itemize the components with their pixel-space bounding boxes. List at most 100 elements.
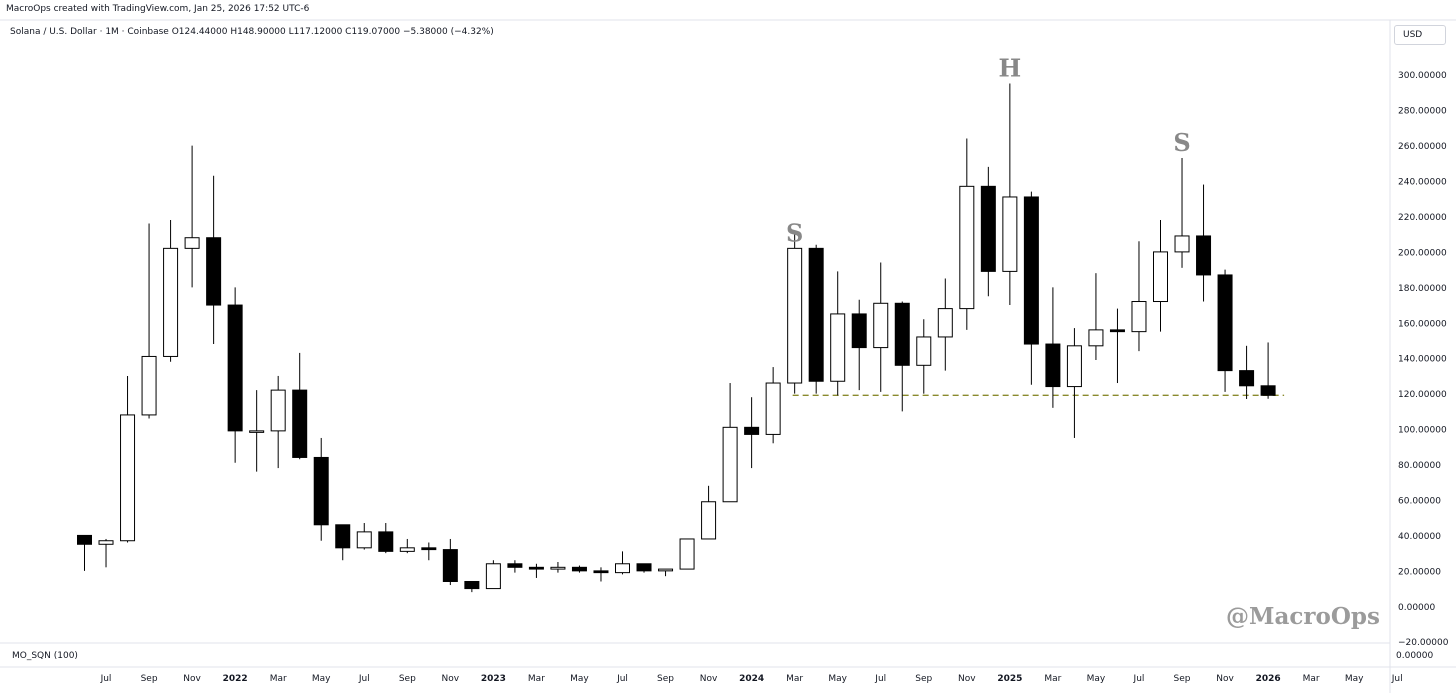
candle-body-up — [163, 247, 179, 357]
candle-body-up — [701, 501, 717, 540]
time-tick-label: Sep — [399, 674, 416, 684]
price-tick-label: 160.00000 — [1398, 319, 1447, 329]
candle-body-down — [1239, 370, 1255, 387]
candle — [141, 223, 157, 419]
time-tick-label: Nov — [442, 674, 460, 684]
price-tick-label: 260.00000 — [1398, 142, 1447, 152]
price-tick-label: 80.00000 — [1398, 461, 1441, 471]
candle — [421, 542, 437, 561]
candle — [701, 485, 717, 540]
candle-body-down — [593, 570, 609, 574]
candle-body-up — [98, 540, 114, 545]
pattern-label-1: S — [786, 218, 803, 247]
candle — [227, 287, 243, 463]
candle — [787, 234, 803, 394]
candle-body-up — [916, 336, 932, 366]
candle — [937, 278, 953, 371]
candle-body-up — [1002, 196, 1018, 272]
indicator-label[interactable]: MO_SQN (100) — [12, 651, 78, 661]
candle-body-up — [184, 237, 200, 249]
pattern-labels-layer: S H S — [786, 53, 1191, 247]
candle-body-up — [658, 568, 674, 572]
time-tick-label: 2022 — [223, 674, 248, 684]
time-tick-label: 2026 — [1256, 674, 1281, 684]
candle-body-down — [77, 534, 92, 545]
price-tick-label: 240.00000 — [1398, 178, 1447, 188]
candle — [163, 220, 179, 362]
candle-body-down — [378, 531, 394, 552]
candle-body-down — [206, 237, 222, 306]
attribution-text: MacroOps created with TradingView.com, J… — [6, 4, 310, 14]
candle-body-down — [980, 185, 996, 272]
candle-body-up — [270, 389, 286, 432]
candle-body-down — [442, 549, 458, 582]
price-tick-label: 300.00000 — [1398, 71, 1447, 81]
candle — [1088, 273, 1104, 360]
candle — [77, 534, 92, 571]
candle-body-up — [120, 414, 136, 542]
candle — [120, 375, 136, 543]
price-tick-label: 140.00000 — [1398, 355, 1447, 365]
candle — [593, 567, 609, 582]
time-axis[interactable]: Jul Sep Nov 2022 Mar May Jul Sep Nov 2023 Mar May Ju… — [100, 674, 1403, 684]
price-tick-label: 60.00000 — [1398, 496, 1441, 506]
candle-body-down — [1109, 329, 1125, 333]
candle-body-down — [571, 566, 587, 572]
time-tick-label: Jul — [616, 674, 628, 684]
candle — [1217, 269, 1233, 392]
candle — [98, 538, 114, 568]
candle — [959, 138, 975, 330]
price-axis[interactable]: 300.00000 280.00000 260.00000 240.00000 220.… — [1398, 71, 1449, 648]
candle-body-up — [249, 430, 265, 433]
chart-frame — [0, 19, 1456, 693]
candle — [1109, 308, 1125, 384]
candle — [270, 375, 286, 469]
candle — [378, 523, 394, 554]
time-tick-label: Nov — [958, 674, 976, 684]
candle — [851, 299, 867, 391]
time-tick-label: May — [312, 674, 331, 684]
pattern-label-2: H — [999, 53, 1022, 82]
time-tick-label: May — [1087, 674, 1106, 684]
candle — [1153, 220, 1168, 332]
candle-body-up — [550, 566, 566, 570]
candle — [1239, 345, 1255, 399]
candle — [507, 560, 523, 573]
price-tick-label: 220.00000 — [1398, 213, 1447, 223]
candle-body-down — [335, 524, 351, 549]
candle — [830, 271, 846, 396]
price-tick-label: 20.00000 — [1398, 567, 1441, 577]
candle-body-down — [808, 247, 824, 382]
candle-body-up — [1088, 329, 1104, 347]
time-tick-label: Sep — [141, 674, 158, 684]
time-tick-label: 2023 — [481, 674, 506, 684]
candle — [679, 538, 695, 570]
candle-body-up — [787, 247, 803, 384]
candle-body-down — [292, 389, 308, 458]
candle-body-up — [1066, 345, 1082, 388]
candle — [1260, 342, 1276, 399]
candle-body-up — [356, 531, 372, 549]
candles-layer — [77, 83, 1276, 593]
candle-body-up — [765, 382, 781, 435]
candle — [528, 563, 544, 578]
candle — [744, 397, 760, 469]
candle — [550, 562, 566, 573]
candle — [873, 262, 889, 392]
candle — [765, 367, 781, 444]
symbol-legend[interactable]: Solana / U.S. Dollar · 1M · Coinbase O12… — [10, 27, 494, 37]
candle — [485, 560, 501, 590]
candle — [1066, 328, 1082, 438]
candle-body-up — [873, 302, 889, 349]
candle — [292, 352, 308, 460]
time-tick-label: Mar — [528, 674, 545, 684]
time-tick-label: Jul — [358, 674, 370, 684]
currency-button[interactable]: USD — [1394, 25, 1446, 45]
candle — [356, 523, 372, 550]
macroops-watermark: @MacroOps — [1226, 603, 1380, 630]
time-tick-label: Jul — [100, 674, 112, 684]
price-tick-label: 0.00000 — [1398, 603, 1435, 613]
candle — [1045, 287, 1061, 408]
